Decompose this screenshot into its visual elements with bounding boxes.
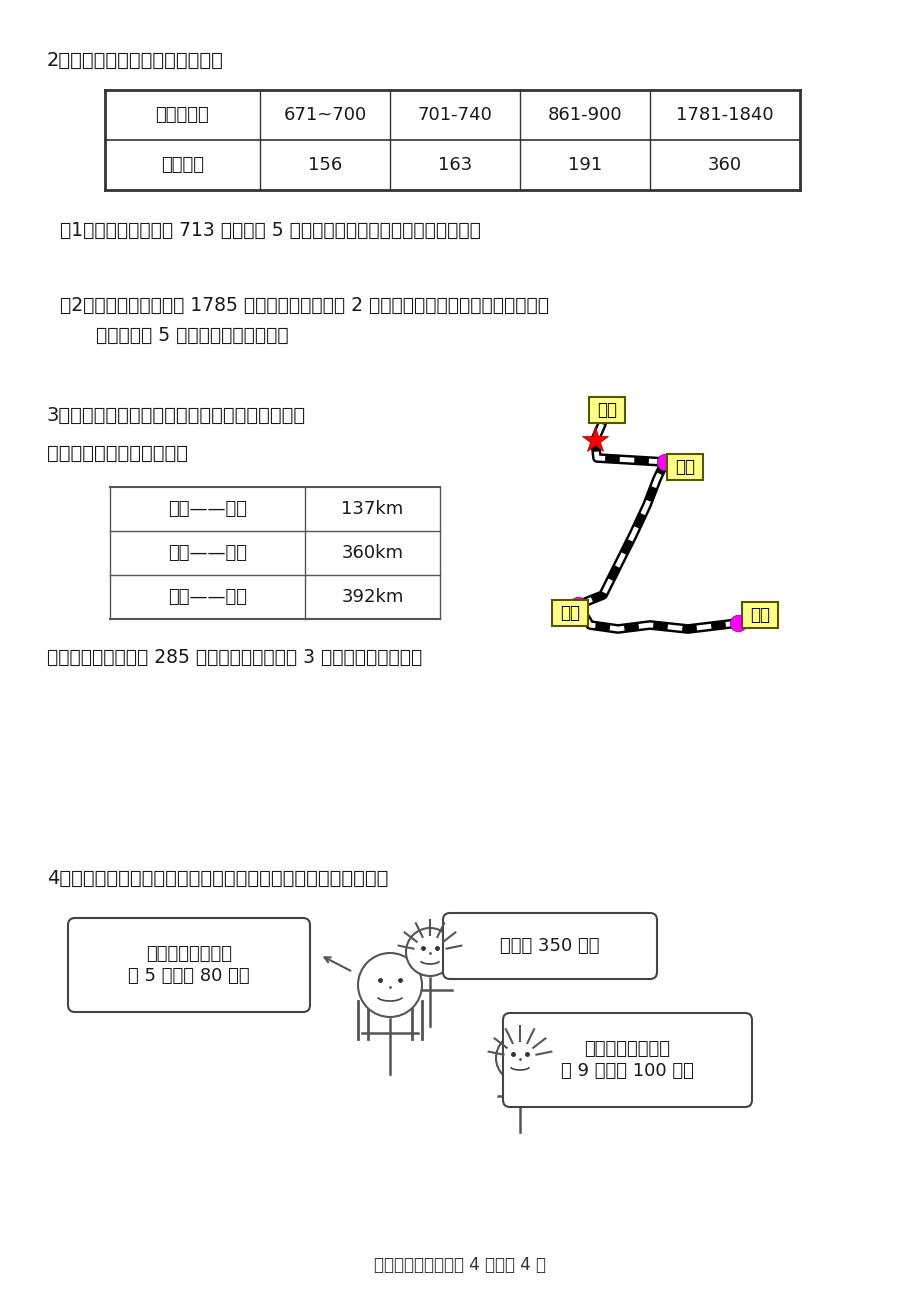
Text: 的 5 倍还多 80 米。: 的 5 倍还多 80 米。 [128,967,250,985]
Text: 天津——济南: 天津——济南 [168,543,246,562]
FancyBboxPatch shape [443,913,656,979]
Text: （1）滕州到北京大约 713 千米，买 5 张从滕州到北京的硬卧票需要多少钱？: （1）滕州到北京大约 713 千米，买 5 张从滕州到北京的硬卧票需要多少钱？ [60,221,481,239]
Text: 北京: 北京 [596,400,617,419]
Text: 191: 191 [567,156,601,174]
FancyBboxPatch shape [551,601,587,627]
Text: 我跑了 350 米。: 我跑了 350 米。 [500,937,599,956]
Text: 票价／元: 票价／元 [161,156,204,174]
Circle shape [495,1034,543,1082]
Text: 济南——青岛: 济南——青岛 [168,588,246,606]
Text: 里程／千米: 里程／千米 [155,107,210,124]
Text: 要交手续费 5 元，一共要付多少元？: 要交手续费 5 元，一共要付多少元？ [60,325,289,344]
Circle shape [357,953,422,1017]
Text: 天津: 天津 [675,458,694,476]
Text: 济南: 济南 [560,604,579,621]
Text: 青岛: 青岛 [749,606,769,624]
Text: （2）滕州到广州大约有 1785 千米。王老师要预订 2 张滕州到广州的火车硬卧票，每张需: （2）滕州到广州大约有 1785 千米。王老师要预订 2 张滕州到广州的火车硬卧… [60,295,549,315]
Text: 我跑的路程比小明: 我跑的路程比小明 [584,1040,670,1058]
Text: 861-900: 861-900 [547,107,621,124]
Text: 163: 163 [437,156,471,174]
Text: 156: 156 [308,156,342,174]
FancyBboxPatch shape [68,918,310,1011]
Text: 三年级数学试题（共 4 页）第 4 页: 三年级数学试题（共 4 页）第 4 页 [374,1256,545,1274]
Text: 137km: 137km [341,500,403,517]
Text: 2．下面是一张火车硬卧票价表。: 2．下面是一张火车硬卧票价表。 [47,51,223,69]
Text: 的 9 倍还少 100 米。: 的 9 倍还少 100 米。 [561,1062,693,1080]
Text: 北京——天津: 北京——天津 [168,500,246,517]
Text: 701-740: 701-740 [417,107,492,124]
Text: 360: 360 [707,156,742,174]
Text: 1781-1840: 1781-1840 [675,107,773,124]
Text: 392km: 392km [341,588,403,606]
Text: 360km: 360km [341,543,403,562]
FancyBboxPatch shape [503,1013,751,1108]
Text: 671~700: 671~700 [283,107,367,124]
Text: 天津、济南，最后到青岛。: 天津、济南，最后到青岛。 [47,443,187,463]
FancyBboxPatch shape [588,396,624,422]
Circle shape [405,928,453,976]
Text: 我跑的路程比小明: 我跑的路程比小明 [146,945,232,963]
FancyBboxPatch shape [742,602,777,628]
Text: 4．小明与爸爸、妈妈一起跑步训练。爸爸、妈妈各跑了多少米？: 4．小明与爸爸、妈妈一起跑步训练。爸爸、妈妈各跑了多少米？ [47,868,388,888]
Text: 火车平均每小时行驶 285 千米，她从北京出发 3 小时能到达青岛吗？: 火车平均每小时行驶 285 千米，她从北京出发 3 小时能到达青岛吗？ [47,647,422,667]
Text: 3．乐乐的爸爸从北京出发，乘高铁去旅游，途经: 3．乐乐的爸爸从北京出发，乘高铁去旅游，途经 [47,406,306,425]
FancyBboxPatch shape [666,454,702,480]
